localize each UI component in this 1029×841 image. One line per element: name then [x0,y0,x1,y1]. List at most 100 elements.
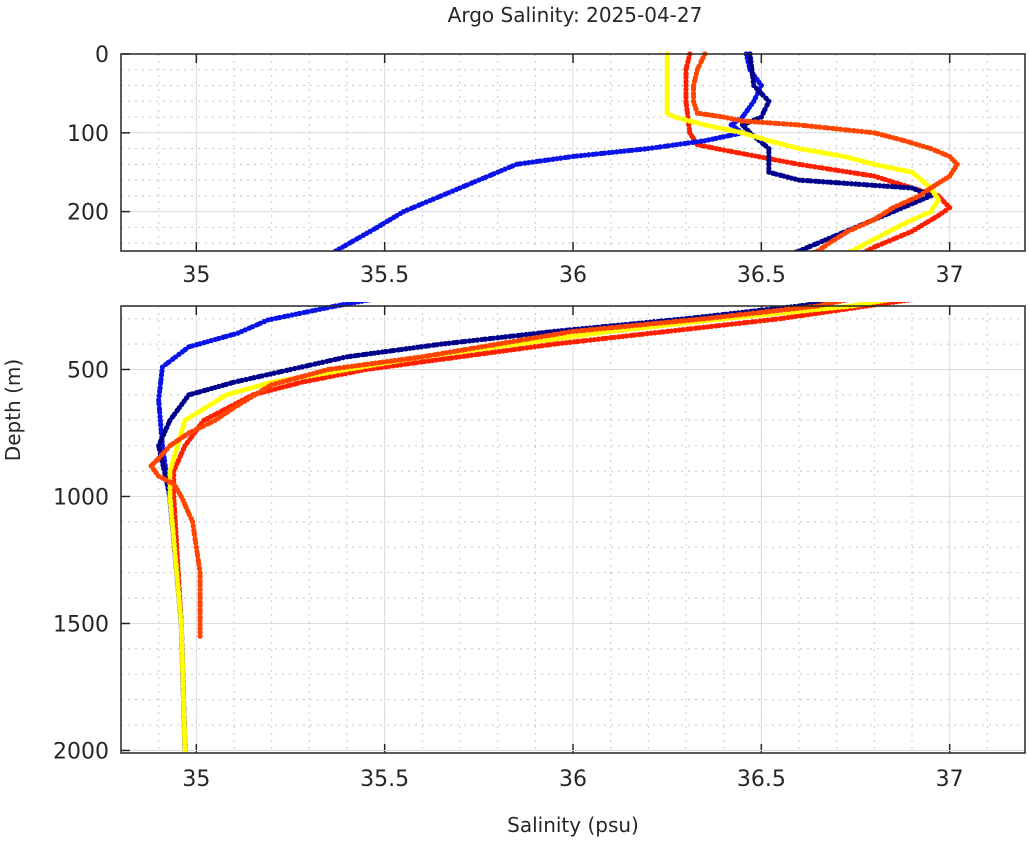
red-profile-point [753,318,759,325]
red-profile-point [756,154,763,160]
orange-profile-point [197,633,203,639]
red-profile-point [796,280,801,285]
blue-profile-point [309,308,315,314]
orange-profile-point [196,565,203,572]
navy-profile-point [344,354,350,360]
navy-profile-point [889,183,895,190]
orange-profile-point [774,307,781,314]
red-profile-point [632,332,638,338]
orange-profile-point [698,316,704,322]
orange-profile-point [800,122,806,128]
yellow-profile-point [181,731,188,738]
red-profile-point [608,335,614,341]
navy-profile-point [535,330,541,336]
navy-profile-point [800,246,806,251]
yellow-profile-point [825,305,831,311]
navy-profile-point [287,366,294,373]
navy-profile-point [766,165,772,171]
red-profile-point [543,342,549,348]
yellow-profile-point [178,616,184,623]
orange-profile-point [388,358,394,364]
yellow-profile-point [179,648,185,654]
red-profile-point [688,326,694,332]
red-profile-point [500,348,506,354]
red-profile-point [828,166,834,172]
orange-profile-point [542,333,548,339]
orange-profile-point [586,327,592,333]
orange-profile-point [747,118,754,125]
blue-profile-point [157,380,164,387]
y-tick-label: 200 [67,201,109,226]
red-profile-point [785,314,791,321]
blue-profile-point [538,158,544,164]
blue-profile-point [309,264,314,269]
red-profile-point [801,312,807,318]
navy-profile-point [804,178,810,184]
navy-profile-point [872,293,877,298]
yellow-profile-point [580,332,586,338]
navy-profile-point [873,182,879,189]
blue-profile-point [694,139,700,145]
orange-profile-point [197,587,203,593]
orange-profile-point [860,295,865,300]
red-profile-point [683,94,689,100]
orange-profile-point [191,531,198,538]
navy-profile-point [403,346,409,352]
red-profile-point [686,126,692,132]
red-profile-point [788,160,794,166]
red-profile-point [781,315,787,321]
yellow-profile-point [174,573,180,579]
yellow-profile-point [812,148,819,155]
yellow-profile-point [664,78,670,85]
navy-profile-point [881,183,887,189]
orange-profile-point [447,349,453,355]
yellow-profile-point [181,716,187,722]
red-profile-point [846,257,851,262]
yellow-profile-point [167,489,173,495]
orange-profile-point [876,292,881,297]
navy-profile-point [857,295,862,300]
orange-profile-point [859,128,865,135]
orange-profile-point [463,346,469,353]
orange-profile-point [864,294,869,299]
blue-profile-point [289,277,294,282]
orange-profile-point [190,523,196,529]
yellow-profile-point [568,334,575,340]
blue-profile-point [301,309,307,316]
y-axis-label: Depth (m) [1,359,25,461]
red-profile-point [721,322,727,328]
orange-profile-point [883,291,888,296]
red-profile-point [686,122,692,128]
yellow-profile-point [888,302,891,303]
red-profile-point [773,316,779,322]
orange-profile-point [349,363,355,369]
navy-profile-point [527,331,533,337]
orange-profile-point [838,126,844,132]
navy-profile-point [531,331,537,337]
orange-profile-point [534,334,540,341]
blue-profile-point [277,314,283,321]
navy-profile-point [774,256,779,261]
blue-profile-point [554,156,560,162]
orange-profile-point [822,243,828,249]
navy-profile-point [395,347,401,353]
orange-profile-point [502,340,509,346]
orange-profile-point [808,251,813,256]
orange-profile-point [702,288,707,293]
red-profile-point [778,288,783,293]
blue-profile-point [313,261,318,266]
blue-profile-point [375,296,380,301]
yellow-profile-point [171,537,177,543]
yellow-profile-point [799,264,804,269]
orange-profile-point [690,86,697,93]
yellow-profile-point [170,525,176,531]
navy-profile-point [470,337,477,344]
navy-profile-point [304,363,310,369]
red-profile-point [512,346,518,352]
red-profile-point [737,150,743,156]
red-profile-point [817,270,822,275]
red-profile-point [939,210,945,216]
orange-profile-point [791,306,797,312]
navy-profile-point [308,362,314,368]
navy-profile-point [869,182,875,188]
